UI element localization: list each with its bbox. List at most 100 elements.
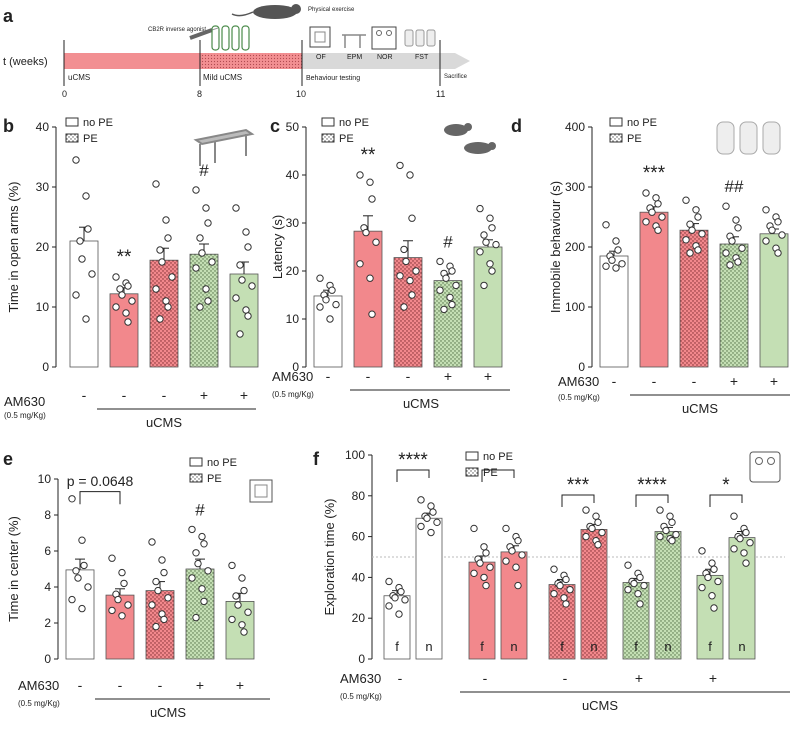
significance-mark: #	[199, 161, 209, 180]
y-tick-label: 4	[44, 580, 51, 594]
am630-sign: -	[406, 368, 411, 384]
data-point	[508, 547, 516, 555]
data-point	[156, 315, 164, 323]
timeline-ucms-bar	[64, 53, 200, 69]
timeline-mild-ucms-bar	[200, 53, 302, 69]
am630-sign: +	[709, 670, 717, 686]
data-point	[640, 581, 648, 590]
data-point	[512, 563, 520, 571]
bar-category-label: f	[395, 639, 399, 654]
data-point	[408, 291, 416, 299]
data-point	[194, 559, 202, 568]
am630-sign: -	[398, 670, 403, 686]
data-point	[116, 285, 124, 293]
am630-sign: +	[240, 387, 248, 403]
am630-sign: +	[444, 368, 452, 384]
panel-label-f: f	[313, 449, 320, 469]
data-point	[624, 585, 632, 594]
data-point	[480, 543, 488, 551]
epm-icon	[193, 128, 255, 166]
am630-label: AM630	[558, 374, 599, 389]
y-tick-label: 30	[36, 180, 50, 194]
data-point	[366, 274, 374, 282]
data-point	[732, 216, 740, 224]
y-tick-label: 2	[44, 616, 51, 630]
panel-d: d 0 100 200 300 400 Immobile behaviour (s) *** #…	[511, 116, 790, 416]
y-axis-label: Immobile behaviour (s)	[548, 181, 563, 313]
data-point	[486, 214, 494, 222]
data-point	[188, 574, 196, 582]
significance-mark: **	[117, 247, 132, 268]
data-point	[80, 561, 88, 570]
data-point	[158, 556, 166, 564]
data-point	[326, 315, 334, 323]
legend-swatch-pe	[189, 473, 203, 483]
data-point	[666, 512, 674, 520]
am630-label: AM630	[340, 671, 381, 686]
legend-swatch-pe	[465, 467, 479, 477]
data-point	[448, 267, 456, 275]
data-point	[400, 303, 408, 311]
data-point	[238, 621, 246, 629]
data-point	[688, 226, 696, 234]
am630-sign: -	[563, 670, 568, 686]
data-point	[668, 518, 676, 527]
data-point	[396, 272, 404, 280]
data-point	[480, 573, 488, 582]
am630-sign: -	[483, 670, 488, 686]
data-point	[774, 218, 782, 226]
bar	[639, 211, 669, 368]
data-point	[148, 601, 156, 609]
y-tick-label: 80	[352, 489, 366, 503]
test-label-fst: FST	[415, 54, 429, 61]
data-point	[158, 258, 166, 266]
panel-label-c: c	[270, 116, 280, 136]
comparison-bracket	[481, 469, 515, 482]
legend: no PE PE	[465, 451, 513, 479]
data-point	[658, 213, 666, 221]
data-point	[76, 237, 84, 245]
data-point	[238, 276, 246, 284]
am630-label: AM630	[18, 678, 59, 693]
y-axis-label: Time in center (%)	[6, 516, 21, 622]
data-point	[202, 285, 210, 293]
data-point	[362, 228, 370, 237]
legend-label-no-pe: no PE	[83, 117, 113, 129]
data-point	[417, 496, 425, 504]
bar	[759, 233, 789, 368]
elevated-plus-maze-icon	[342, 34, 366, 48]
panel-c: c 0 10 20 30 40 50 Latency (s) ** # no PE PE AM630 (0…	[270, 116, 510, 411]
data-point	[486, 260, 494, 268]
y-tick-label: 10	[38, 472, 52, 486]
timeline-phase-ucms: uCMS	[68, 73, 90, 82]
data-point	[686, 249, 694, 257]
data-point	[624, 561, 632, 569]
data-point	[202, 204, 210, 212]
data-point	[470, 569, 478, 578]
data-point	[108, 554, 116, 562]
data-point	[74, 574, 82, 582]
data-point	[722, 249, 730, 257]
bar-category-label: f	[560, 639, 564, 654]
bar-category-label: n	[738, 639, 745, 654]
y-tick-label: 10	[286, 312, 300, 326]
forced-swim-icon	[404, 29, 436, 47]
y-tick-label: 0	[358, 652, 365, 666]
data-point	[406, 171, 414, 179]
significance-mark: *	[722, 475, 730, 496]
bar	[719, 243, 749, 368]
data-point	[746, 539, 754, 547]
data-point	[198, 585, 206, 593]
data-point	[710, 565, 718, 573]
bar	[654, 531, 682, 660]
data-point	[566, 585, 574, 594]
data-point	[368, 195, 376, 203]
data-point	[385, 577, 393, 586]
data-point	[156, 246, 164, 254]
data-point	[436, 286, 444, 294]
data-point	[242, 228, 250, 236]
data-point	[470, 524, 478, 533]
data-point	[726, 261, 734, 269]
data-point	[740, 549, 748, 557]
data-point	[686, 220, 694, 228]
